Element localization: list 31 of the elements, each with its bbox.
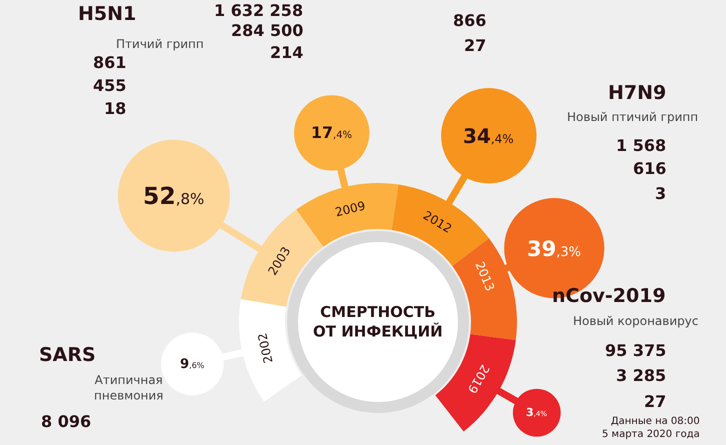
text: 8 096 — [41, 412, 92, 431]
data-label: 39,3% — [527, 236, 582, 261]
text: 1 632 258 — [214, 1, 304, 20]
text: H7N9 — [608, 82, 666, 104]
text: 3 285 — [616, 366, 666, 385]
data-label: 52,8% — [143, 182, 204, 210]
text: SARS — [39, 344, 96, 366]
text: 866 — [453, 11, 486, 30]
data-label: 9,6% — [180, 357, 205, 372]
text: 284 500 — [231, 21, 304, 40]
text: Птичий грипп — [116, 37, 204, 51]
text: H5N1 — [78, 3, 136, 25]
text: СМЕРТНОСТЬ ОТ ИНФЕКЦИЙ — [313, 303, 443, 340]
text: 1 568 — [616, 136, 666, 155]
text: 95 375 — [605, 341, 666, 360]
text: 616 — [633, 159, 666, 178]
text: 27 — [644, 392, 666, 411]
text: Данные на 08:00 5 марта 2020 года — [602, 416, 700, 440]
text: 861 — [93, 53, 126, 72]
text: Новый птичий грипп — [567, 110, 698, 124]
category-label: 2002 — [255, 332, 276, 365]
category-label: 2013 — [472, 260, 498, 294]
text: 27 — [464, 36, 486, 55]
text: Атипичная пневмония — [94, 373, 164, 403]
text: nCov-2019 — [552, 285, 666, 307]
text: 3 — [655, 184, 666, 203]
category-label: 2009 — [334, 198, 367, 220]
text: 214 — [270, 43, 304, 62]
text: 18 — [104, 99, 126, 118]
text: 455 — [93, 76, 126, 95]
text: Новый коронавирус — [573, 314, 698, 328]
